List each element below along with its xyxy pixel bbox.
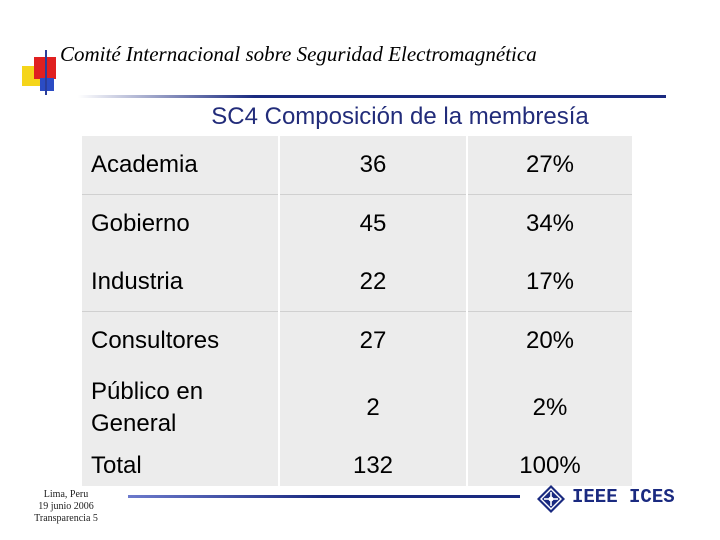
footer-info: Lima, Peru 19 junio 2006 Transparencia 5 [20,489,112,525]
total-count: 132 [279,446,468,486]
total-label: Total [82,446,280,486]
footer-brand: IEEE ICES [572,486,675,508]
sector-name: Público en General [82,370,280,446]
sector-name: Consultores [82,311,280,370]
member-count: 2 [279,370,468,446]
member-percent: 17% [467,253,634,312]
sector-name: Gobierno [82,194,280,253]
header-title: Comité Internacional sobre Seguridad Ele… [60,42,537,66]
table-row: Gobierno 45 34% [82,194,634,253]
member-percent: 2% [467,370,634,446]
total-percent: 100% [467,446,634,486]
table-row: Industria 22 17% [82,253,634,312]
decor-vertical-line [45,50,47,95]
member-count: 45 [279,194,468,253]
membership-table: Academia 36 27% Gobierno 45 34% Industri… [82,136,634,486]
footer-slide-number: Transparencia 5 [34,513,98,524]
footer-date: 19 junio 2006 [38,501,94,512]
sector-name: Academia [82,136,280,195]
slide-title: SC4 Composición de la membresía [211,103,589,130]
ieee-diamond-icon [537,485,565,513]
sector-name: Industria [82,253,280,312]
member-percent: 34% [467,194,634,253]
table-row: Público en General 2 2% [82,370,634,446]
footer-location: Lima, Peru [43,489,89,500]
table-row-total: Total 132 100% [82,446,634,486]
member-count: 27 [279,311,468,370]
footer-rule [128,495,520,498]
header-rule [78,95,666,98]
member-count: 22 [279,253,468,312]
member-count: 36 [279,136,468,195]
decor-blue-square [40,78,54,91]
table-row: Consultores 27 20% [82,311,634,370]
member-percent: 20% [467,311,634,370]
member-percent: 27% [467,136,634,195]
table-row: Academia 36 27% [82,136,634,195]
